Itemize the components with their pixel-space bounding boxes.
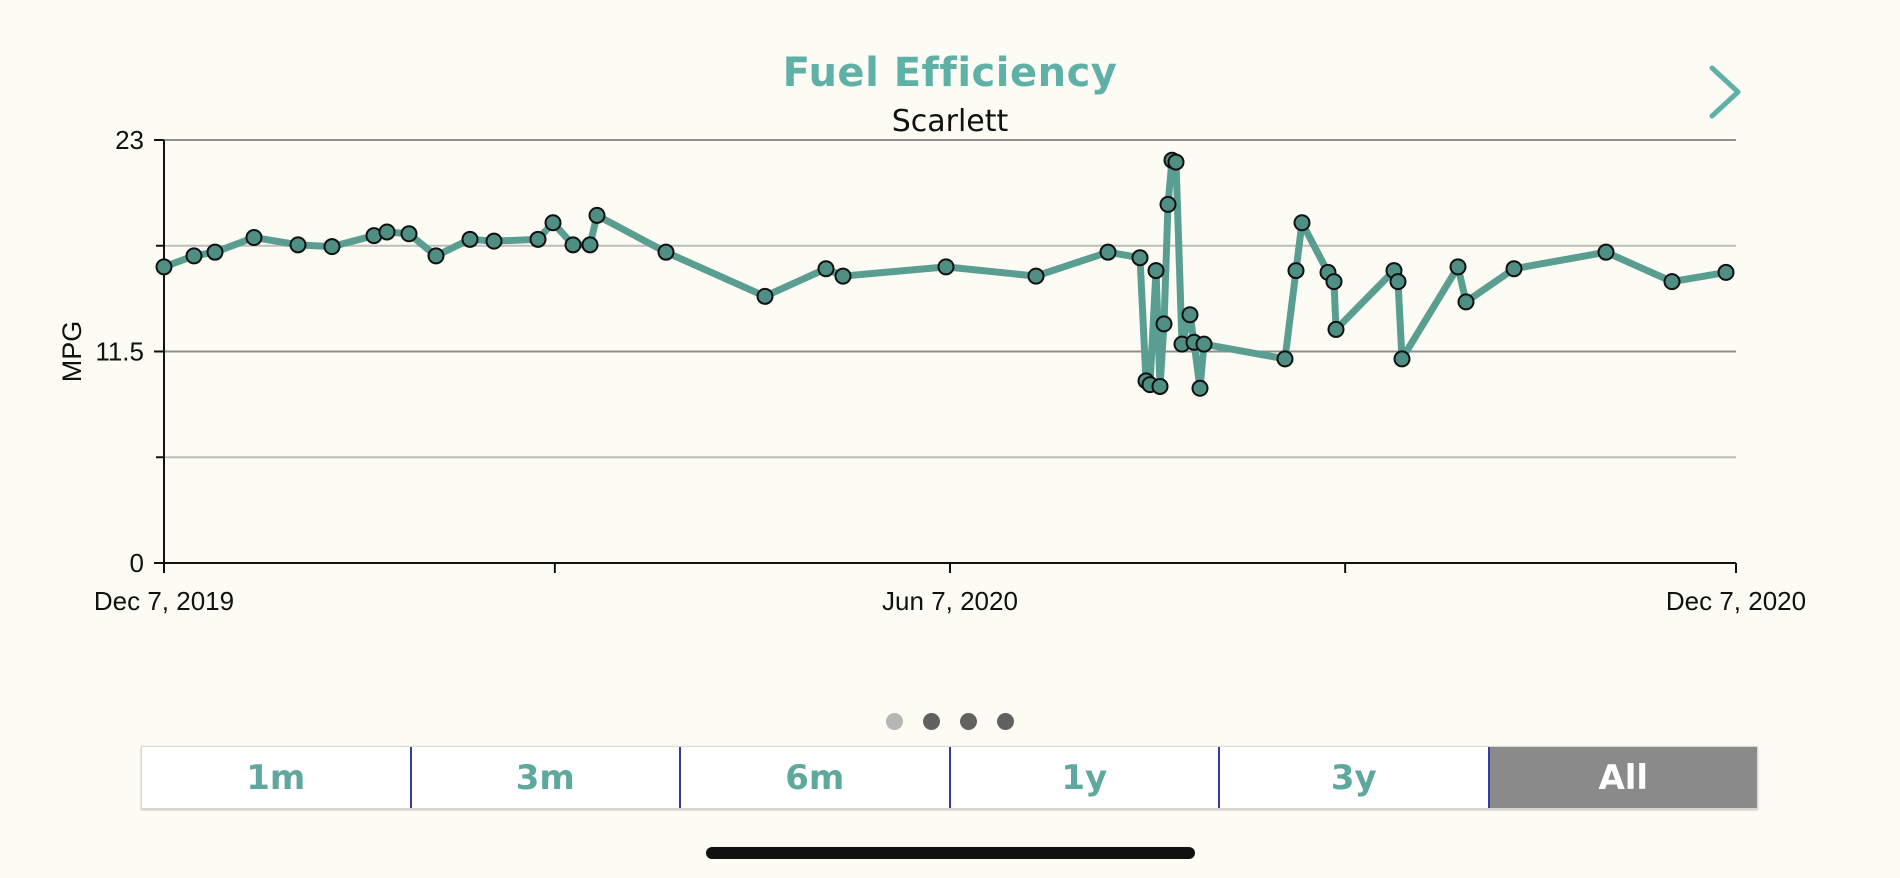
data-point [1325,273,1343,291]
chevron-right-icon [1709,65,1741,119]
data-point [245,228,263,246]
data-point [206,243,224,261]
chart-title: Fuel Efficiency [782,50,1118,96]
data-point [1505,260,1523,278]
fuel-efficiency-chart: 0 11.5 23 Dec 7, 2019 Jun 7, 2020 Dec 7, 2020… [57,125,1806,616]
data-point [1663,273,1681,291]
data-point [529,230,547,248]
data-point [1147,262,1165,280]
data-point [1449,258,1467,276]
y-tick-label: 0 [130,548,144,578]
chart-subtitle: Scarlett [891,104,1009,139]
y-tick-label: 23 [115,125,144,155]
next-chart-button[interactable] [1700,62,1754,126]
y-tick-label: 11.5 [95,337,144,367]
data-point [1159,195,1177,213]
data-point [1327,320,1345,338]
data-point [1191,379,1209,397]
page-dot-3[interactable] [960,713,977,730]
data-point [581,236,599,254]
x-tick-label: Jun 7, 2020 [882,586,1018,616]
time-range-selector: 1m 3m 6m 1y 3y All [141,746,1758,809]
data-point [185,247,203,265]
data-point [427,247,445,265]
data-point [1195,335,1213,353]
data-point [657,243,675,261]
data-point [1293,214,1311,232]
data-point [1457,293,1475,311]
data-point [756,287,774,305]
data-point [400,225,418,243]
data-point [544,214,562,232]
home-indicator[interactable] [706,847,1195,859]
data-point [323,238,341,256]
range-3m-button[interactable]: 3m [411,747,681,808]
data-point [1027,267,1045,285]
data-point [564,236,582,254]
data-point [1717,263,1735,281]
page-dot-4[interactable] [997,713,1014,730]
range-1m-button[interactable]: 1m [142,747,412,808]
page-indicator [0,713,1900,730]
data-point [1167,153,1185,171]
data-point [1287,262,1305,280]
data-point [155,258,173,276]
data-point [588,206,606,224]
range-6m-button[interactable]: 6m [681,747,951,808]
data-point [1151,377,1169,395]
data-point [834,267,852,285]
data-point [289,236,307,254]
data-point [378,223,396,241]
data-point [1131,249,1149,267]
data-point [937,258,955,276]
page-dot-2[interactable] [923,713,940,730]
data-point [817,260,835,278]
range-all-button[interactable]: All [1489,747,1757,808]
data-point [1155,315,1173,333]
x-tick-label: Dec 7, 2020 [1666,586,1806,616]
data-point [485,232,503,250]
data-point [1276,350,1294,368]
data-point [1099,243,1117,261]
data-point [1597,243,1615,261]
data-point [1389,273,1407,291]
x-tick-label: Dec 7, 2019 [94,586,234,616]
data-point [461,230,479,248]
range-3y-button[interactable]: 3y [1220,747,1490,808]
range-1y-button[interactable]: 1y [950,747,1220,808]
data-point [1181,306,1199,324]
y-axis-label: MPG [57,321,87,383]
page-dot-1[interactable] [886,713,903,730]
data-point [1393,350,1411,368]
